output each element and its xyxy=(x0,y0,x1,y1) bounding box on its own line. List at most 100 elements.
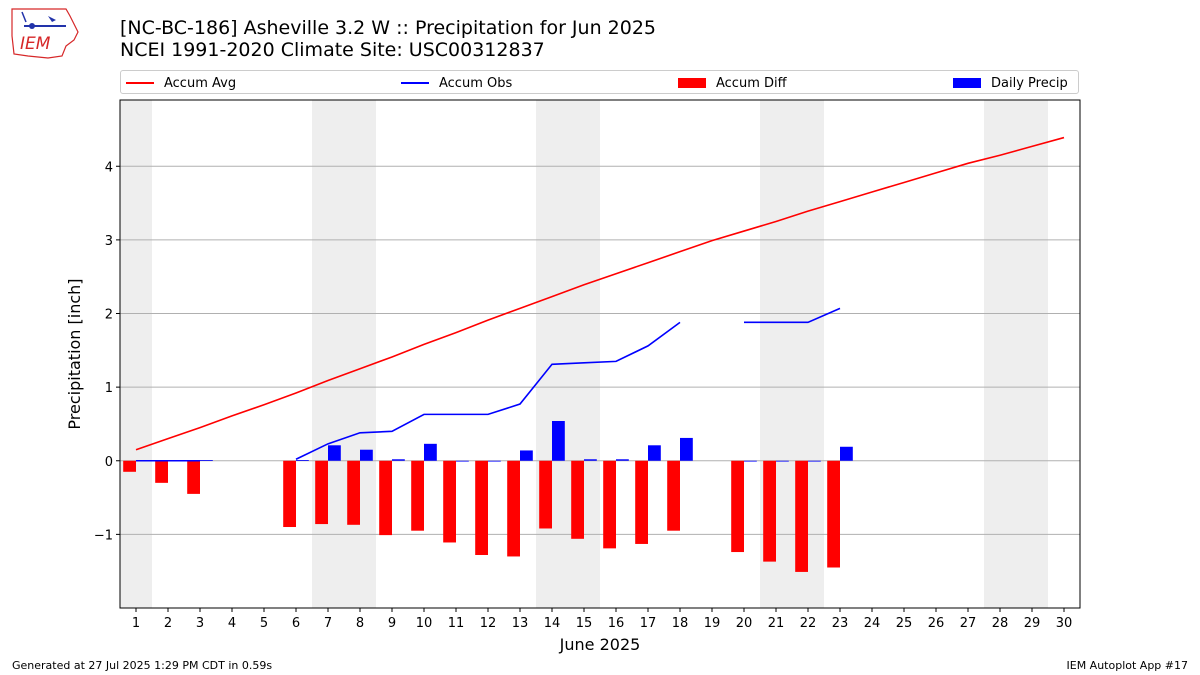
x-tick-label: 12 xyxy=(480,616,497,631)
daily-precip-bar xyxy=(584,459,597,461)
title-line-2: NCEI 1991-2020 Climate Site: USC00312837 xyxy=(120,39,545,61)
accum-diff-bar xyxy=(667,460,680,531)
daily-precip-bar xyxy=(520,450,533,461)
chart-title: [NC-BC-186] Asheville 3.2 W :: Precipita… xyxy=(120,17,656,61)
x-tick-label: 9 xyxy=(388,616,396,631)
accum-diff-bar xyxy=(795,460,808,572)
x-tick-label: 18 xyxy=(672,616,689,631)
accum-diff-bar xyxy=(571,460,584,539)
daily-precip-bar xyxy=(488,460,501,462)
x-tick-label: 20 xyxy=(736,616,753,631)
x-tick-label: 21 xyxy=(768,616,785,631)
iem-logo: IEM xyxy=(8,6,80,60)
x-tick-label: 2 xyxy=(164,616,172,631)
daily-precip-bar xyxy=(456,460,469,462)
legend-label-daily-precip: Daily Precip xyxy=(991,75,1068,91)
accum-diff-bar xyxy=(443,460,456,543)
accum-diff-bar xyxy=(475,460,488,555)
footer-app: IEM Autoplot App #17 xyxy=(1066,659,1189,672)
x-axis: 1 2 3 4 5 6 7 8 9 10 11 12 13 14 15 16 17 18 19 20 21 22 23 24 2… xyxy=(132,608,1072,631)
x-tick-label: 5 xyxy=(260,616,268,631)
x-tick-label: 29 xyxy=(1024,616,1041,631)
x-tick-label: 4 xyxy=(228,616,236,631)
daily-precip-bar xyxy=(328,445,341,461)
x-tick-label: 19 xyxy=(704,616,721,631)
weekend-band xyxy=(984,100,1048,608)
daily-precip-bar xyxy=(552,420,565,461)
accum-obs-line xyxy=(295,321,681,461)
legend: Accum Avg Accum Obs Accum Diff Daily Pre… xyxy=(120,70,1079,94)
x-tick-label: 3 xyxy=(196,616,204,631)
accum-diff-bar xyxy=(315,460,328,525)
legend-item-accum-obs: Accum Obs xyxy=(401,74,512,92)
daily-precip-bar xyxy=(424,443,437,461)
accum-diff-bar xyxy=(411,460,424,531)
y-axis-label: Precipitation [inch] xyxy=(65,278,84,429)
daily-precip-bar xyxy=(296,460,309,461)
y-tick-label: 3 xyxy=(105,234,113,249)
y-tick-label: −1 xyxy=(94,528,113,543)
logo-text: IEM xyxy=(20,34,51,54)
daily-precip-bar xyxy=(392,459,405,461)
x-tick-label: 14 xyxy=(544,616,561,631)
x-tick-label: 17 xyxy=(640,616,657,631)
accum-diff-bar xyxy=(827,460,840,568)
accum-diff-bar xyxy=(123,460,136,472)
x-axis-label: June 2025 xyxy=(559,635,641,654)
daily-precip-bar xyxy=(680,437,693,461)
x-tick-label: 27 xyxy=(960,616,977,631)
x-tick-label: 24 xyxy=(864,616,881,631)
accum-diff-bar xyxy=(731,460,744,553)
title-line-1: [NC-BC-186] Asheville 3.2 W :: Precipita… xyxy=(120,17,657,39)
legend-swatch-daily-precip xyxy=(953,78,981,88)
x-tick-label: 8 xyxy=(356,616,364,631)
x-tick-label: 22 xyxy=(800,616,817,631)
weekend-band xyxy=(536,100,600,608)
accum-diff-bar xyxy=(187,460,200,494)
daily-precip-bar xyxy=(200,460,213,461)
line-series xyxy=(135,136,1065,462)
daily-precip-bar xyxy=(776,460,789,462)
accum-diff-bar xyxy=(155,460,168,483)
legend-swatch-accum-avg xyxy=(126,82,154,84)
x-tick-label: 6 xyxy=(292,616,300,631)
x-tick-label: 23 xyxy=(832,616,849,631)
plot-frame xyxy=(119,99,1081,609)
x-tick-label: 30 xyxy=(1056,616,1073,631)
accum-diff-bar xyxy=(763,460,776,562)
legend-swatch-accum-diff xyxy=(678,78,706,88)
accum-diff-bar xyxy=(539,460,552,529)
legend-label-accum-avg: Accum Avg xyxy=(164,75,237,91)
accum-obs-line xyxy=(744,307,841,324)
x-tick-label: 1 xyxy=(132,616,140,631)
y-tick-label: 1 xyxy=(105,381,113,396)
weekend-band xyxy=(312,100,376,608)
x-tick-label: 15 xyxy=(576,616,593,631)
weekend-shading xyxy=(120,100,1048,608)
daily-precip-bar xyxy=(808,460,821,462)
legend-item-accum-avg: Accum Avg xyxy=(126,74,236,92)
y-axis: −1 0 1 2 3 4 xyxy=(94,160,120,543)
y-tick-label: 4 xyxy=(105,160,113,175)
accum-diff-bar xyxy=(283,460,296,528)
x-tick-label: 10 xyxy=(416,616,433,631)
weekend-band xyxy=(120,100,152,608)
accum-diff-bar xyxy=(635,460,648,544)
accum-diff-bar xyxy=(507,460,520,557)
y-tick-label: 2 xyxy=(105,308,113,323)
daily-precip-bar xyxy=(616,459,629,461)
daily-precip-bar xyxy=(360,449,373,461)
x-tick-label: 25 xyxy=(896,616,913,631)
x-tick-label: 26 xyxy=(928,616,945,631)
y-tick-label: 0 xyxy=(105,455,113,470)
x-tick-label: 28 xyxy=(992,616,1009,631)
legend-item-daily-precip: Daily Precip xyxy=(953,74,1068,92)
daily-precip-bar xyxy=(840,446,853,461)
accum-avg-line xyxy=(135,136,1065,451)
legend-item-accum-diff: Accum Diff xyxy=(678,74,787,92)
footer-generated: Generated at 27 Jul 2025 1:29 PM CDT in … xyxy=(12,659,273,672)
legend-label-accum-diff: Accum Diff xyxy=(716,75,787,91)
legend-swatch-accum-obs xyxy=(401,82,429,84)
bar-series xyxy=(123,420,853,572)
